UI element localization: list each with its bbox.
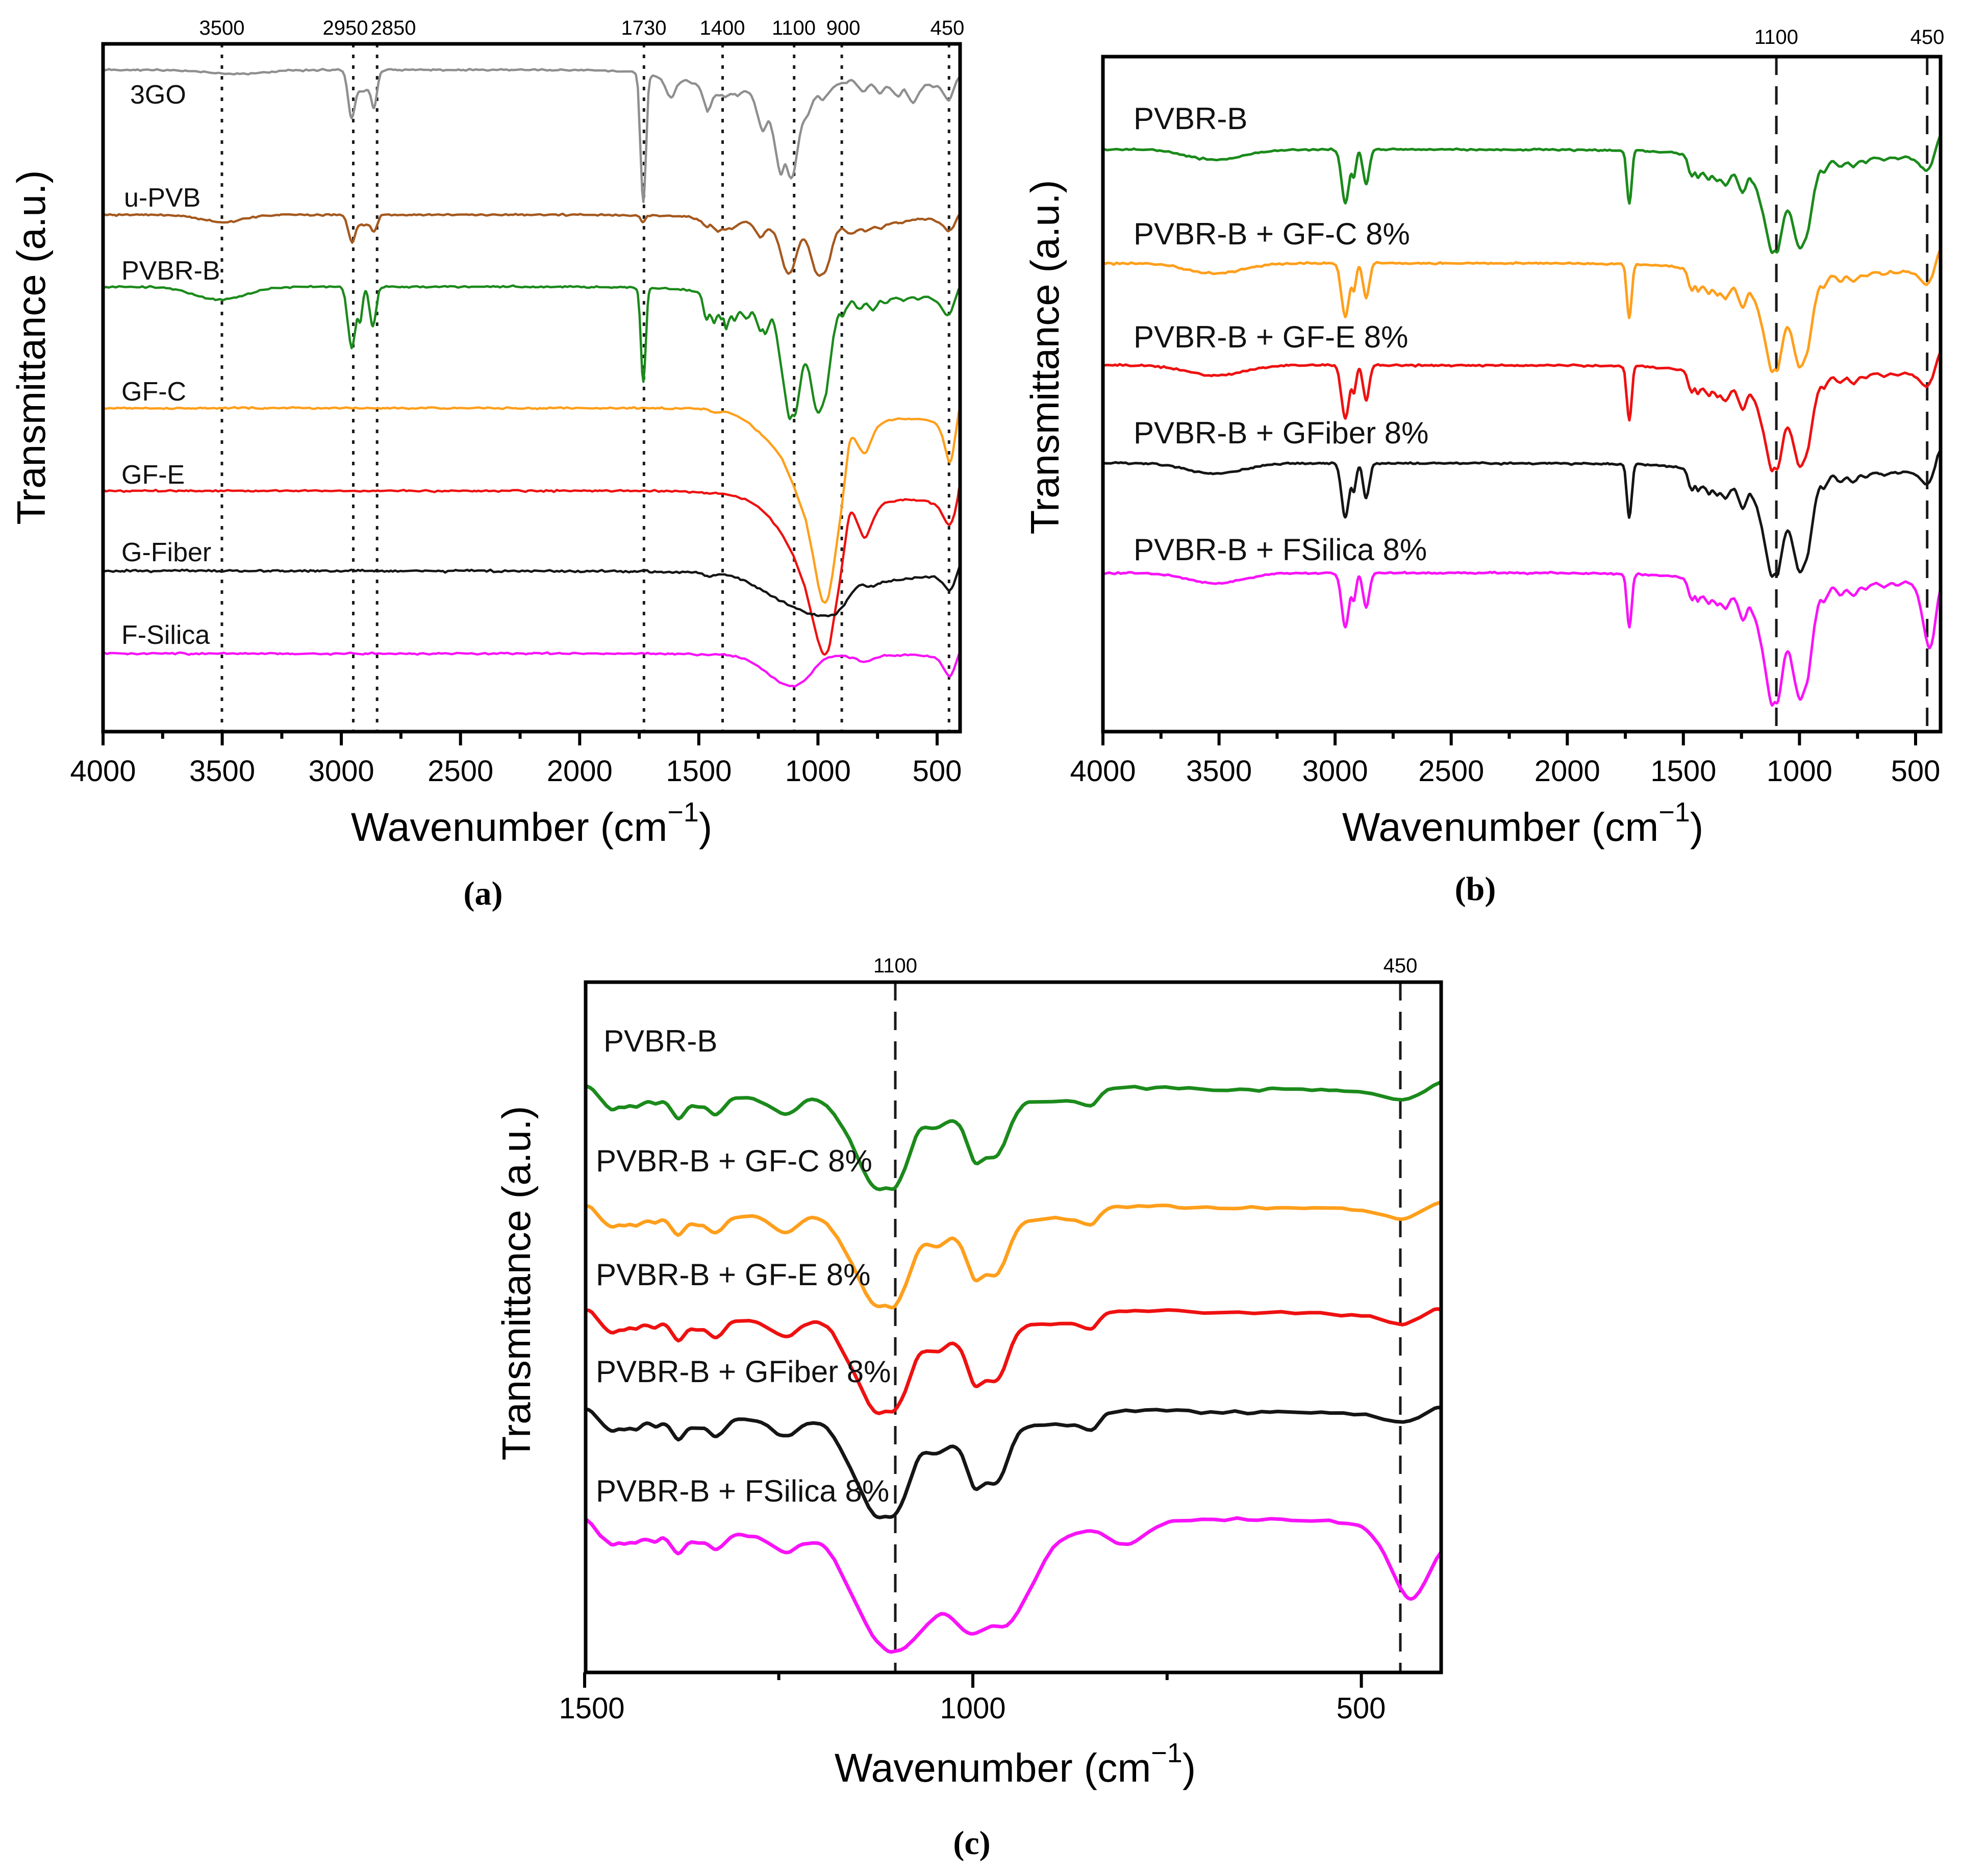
svg-text:2950: 2950	[323, 17, 368, 39]
svg-text:3500: 3500	[199, 17, 245, 39]
svg-text:3000: 3000	[309, 755, 374, 788]
svg-text:PVBR-B + GF-C 8%: PVBR-B + GF-C 8%	[596, 1144, 872, 1178]
svg-text:1730: 1730	[621, 17, 667, 39]
svg-text:2850: 2850	[371, 17, 416, 39]
svg-text:4000: 4000	[1070, 755, 1136, 788]
svg-text:1100: 1100	[1754, 26, 1798, 48]
svg-text:Transmittance (a.u.): Transmittance (a.u.)	[1022, 180, 1067, 535]
svg-text:2500: 2500	[1418, 755, 1484, 788]
svg-text:PVBR-B + FSilica 8%: PVBR-B + FSilica 8%	[1134, 533, 1427, 567]
svg-text:3000: 3000	[1302, 755, 1368, 788]
svg-text:450: 450	[1384, 955, 1418, 977]
svg-text:1400: 1400	[700, 17, 745, 39]
svg-text:2000: 2000	[1535, 755, 1600, 788]
svg-text:1500: 1500	[559, 1692, 624, 1725]
svg-text:PVBR-B: PVBR-B	[603, 1024, 717, 1058]
svg-text:(b): (b)	[1455, 870, 1496, 908]
svg-text:GF-C: GF-C	[121, 377, 186, 407]
svg-text:Wavenumber (cm−1): Wavenumber (cm−1)	[835, 1738, 1196, 1790]
svg-text:450: 450	[1910, 26, 1945, 48]
svg-text:PVBR-B: PVBR-B	[1134, 102, 1247, 136]
svg-text:1500: 1500	[666, 755, 732, 788]
svg-text:PVBR-B + GFiber 8%: PVBR-B + GFiber 8%	[596, 1355, 891, 1389]
svg-text:PVBR-B + FSilica 8%: PVBR-B + FSilica 8%	[596, 1474, 889, 1508]
svg-text:Wavenumber (cm−1): Wavenumber (cm−1)	[1342, 797, 1703, 849]
svg-text:G-Fiber: G-Fiber	[121, 538, 211, 567]
svg-text:450: 450	[930, 17, 965, 39]
svg-text:(c): (c)	[953, 1824, 990, 1862]
svg-text:Wavenumber (cm−1): Wavenumber (cm−1)	[351, 797, 712, 849]
svg-text:1000: 1000	[1767, 755, 1832, 788]
svg-text:1000: 1000	[940, 1692, 1005, 1725]
svg-text:500: 500	[1337, 1692, 1386, 1725]
svg-text:500: 500	[913, 755, 962, 788]
svg-text:PVBR-B: PVBR-B	[121, 256, 220, 286]
svg-text:1000: 1000	[785, 755, 851, 788]
svg-text:PVBR-B + GF-E 8%: PVBR-B + GF-E 8%	[1134, 320, 1408, 354]
svg-text:PVBR-B + GFiber 8%: PVBR-B + GFiber 8%	[1134, 416, 1429, 450]
svg-text:Transmittance (a.u.): Transmittance (a.u.)	[494, 1106, 539, 1461]
svg-text:3GO: 3GO	[130, 80, 186, 110]
svg-text:F-Silica: F-Silica	[121, 620, 210, 650]
svg-text:2500: 2500	[427, 755, 493, 788]
svg-text:1100: 1100	[873, 955, 917, 977]
svg-text:PVBR-B + GF-E 8%: PVBR-B + GF-E 8%	[596, 1258, 870, 1292]
svg-text:Transmittance (a.u.): Transmittance (a.u.)	[9, 170, 54, 525]
svg-text:1100: 1100	[772, 17, 816, 39]
svg-text:2000: 2000	[547, 755, 613, 788]
svg-text:3500: 3500	[1186, 755, 1252, 788]
svg-text:(a): (a)	[464, 875, 503, 912]
svg-text:1500: 1500	[1650, 755, 1716, 788]
svg-text:3500: 3500	[189, 755, 255, 788]
svg-text:u-PVB: u-PVB	[124, 183, 200, 213]
svg-text:500: 500	[1891, 755, 1941, 788]
svg-text:900: 900	[826, 17, 861, 39]
svg-text:4000: 4000	[70, 755, 136, 788]
svg-text:PVBR-B + GF-C 8%: PVBR-B + GF-C 8%	[1134, 217, 1410, 251]
svg-text:GF-E: GF-E	[121, 460, 185, 490]
